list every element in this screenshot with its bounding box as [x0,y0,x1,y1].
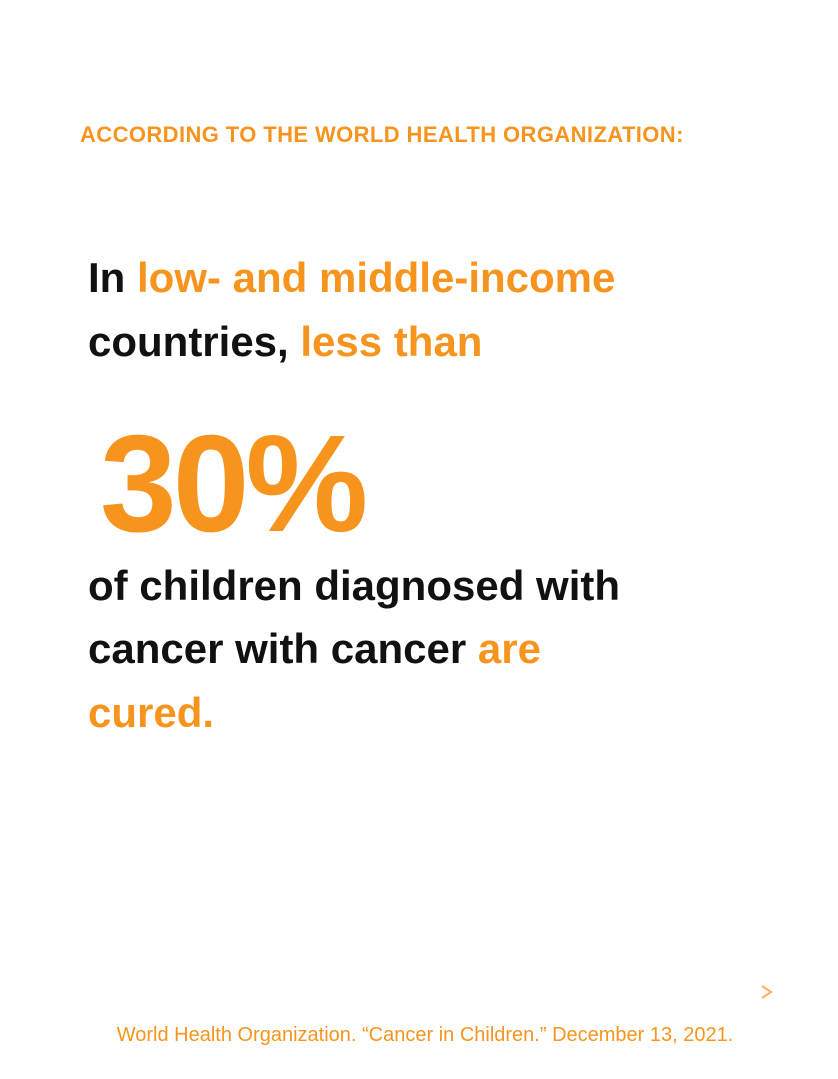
highlight-text: low- and middle-income [137,254,616,301]
statement-line: cured. [88,689,214,737]
statement-line: cancer with cancer are [88,625,541,673]
body-text: In [88,254,126,301]
arrow [494,985,773,999]
body-text: cancer with cancer [88,625,467,672]
highlight-text: cured. [88,689,215,736]
key-figure: 30% [100,407,368,561]
highlight-text: less than [300,318,483,365]
statement-line: of children diagnosed with [88,562,620,610]
citation: World Health Organization. “Cancer in Ch… [116,1024,734,1046]
statement-line: countries, less than [88,318,482,366]
body-text: countries, [88,318,289,365]
body-text: of children diagnosed with [88,562,621,609]
statement-line: In low- and middle-income [88,254,615,302]
heading: ACCORDING TO THE WORLD HEALTH ORGANIZATI… [80,122,684,147]
highlight-text: are [477,625,541,672]
